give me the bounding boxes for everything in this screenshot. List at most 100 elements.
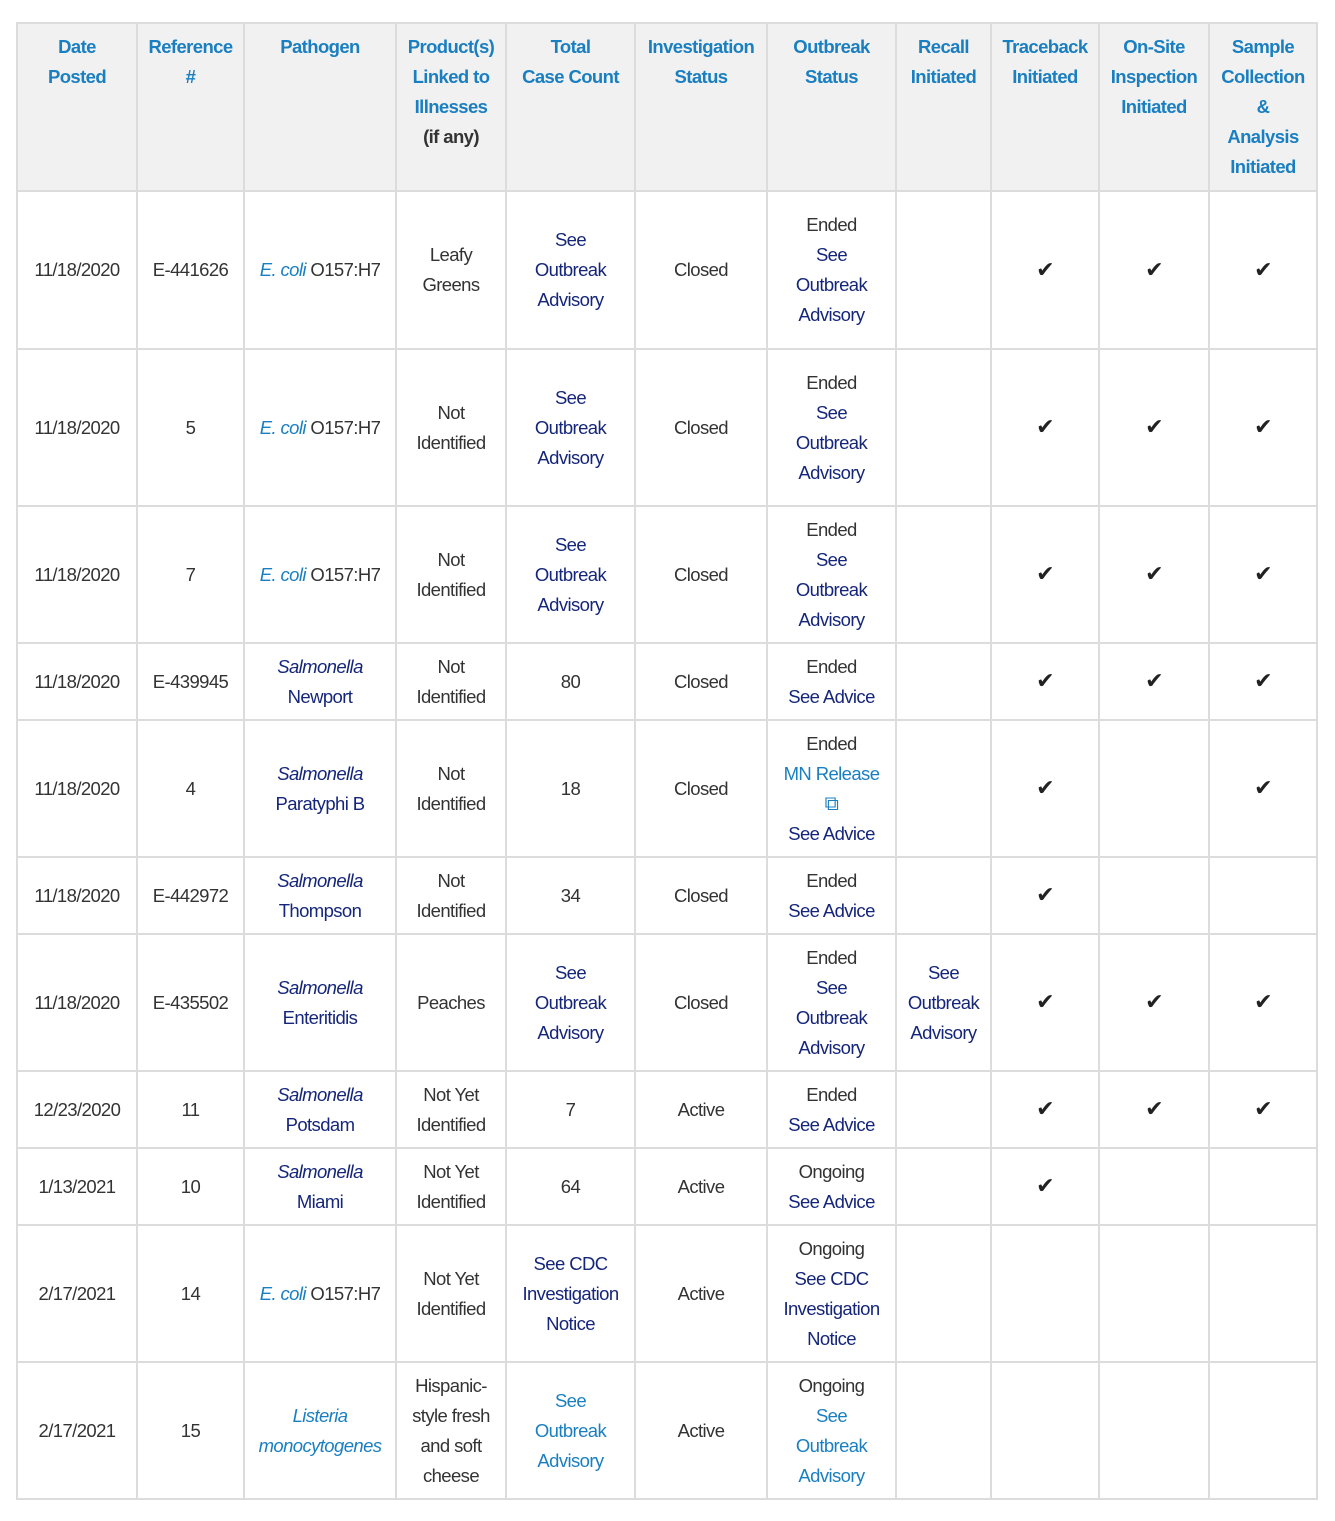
link[interactable]: Advisory: [537, 446, 604, 468]
link[interactable]: Thompson: [278, 899, 362, 921]
cell-line: Newport: [247, 682, 393, 712]
check-mark-icon: ✔: [1254, 775, 1272, 800]
column-header-recall[interactable]: Recall Initiated: [895, 22, 992, 192]
cell-line: ✔: [1212, 666, 1314, 697]
link[interactable]: Potsdam: [285, 1113, 355, 1135]
cell-line: E-439945: [140, 667, 241, 697]
link[interactable]: monocytogenes: [258, 1434, 382, 1456]
cell-traceback: [990, 1361, 1100, 1500]
column-header-case-count[interactable]: Total Case Count: [505, 22, 636, 192]
link[interactable]: See: [815, 548, 848, 570]
link[interactable]: Outbreak: [534, 991, 607, 1013]
link[interactable]: Advisory: [537, 1449, 604, 1471]
column-header-on-site-inspection[interactable]: On-Site Inspection Initiated: [1098, 22, 1210, 192]
link[interactable]: See Advice: [788, 822, 875, 844]
column-header-date-posted[interactable]: Date Posted: [16, 22, 138, 192]
cell-text: Closed: [674, 670, 729, 692]
table-row: 11/18/2020 E-441626 E. coli O157:H7 Leafy Gr…: [16, 190, 1318, 350]
link[interactable]: See: [815, 1404, 848, 1426]
cell-line: Potsdam: [247, 1110, 393, 1140]
cell-text: style fresh: [412, 1404, 490, 1426]
link[interactable]: Newport: [287, 685, 353, 707]
link[interactable]: Paratyphi B: [275, 792, 365, 814]
cell-line: Investigation: [509, 1279, 632, 1309]
cell-recall: [895, 1361, 992, 1500]
link[interactable]: Outbreak: [534, 1419, 607, 1441]
cell-reference: 14: [136, 1224, 245, 1363]
cell-line: Ongoing: [770, 1157, 893, 1187]
link[interactable]: Salmonella: [277, 976, 363, 998]
link[interactable]: See Advice: [788, 1113, 875, 1135]
cell-text: E-442972: [152, 884, 229, 906]
link[interactable]: Outbreak: [534, 416, 607, 438]
column-header-reference[interactable]: Reference #: [136, 22, 245, 192]
link[interactable]: Miami: [296, 1190, 344, 1212]
link[interactable]: Advisory: [537, 593, 604, 615]
link[interactable]: Outbreak: [534, 259, 607, 280]
link[interactable]: Advisory: [798, 1036, 865, 1058]
link[interactable]: E. coli: [259, 259, 307, 280]
link[interactable]: Outbreak: [795, 1006, 868, 1028]
link[interactable]: Salmonella: [277, 1160, 363, 1182]
link[interactable]: Outbreak: [795, 274, 868, 295]
link[interactable]: Investigation: [783, 1297, 880, 1319]
link[interactable]: MN Release: [783, 762, 880, 784]
link[interactable]: E. coli: [259, 563, 307, 585]
check-mark-icon: ✔: [1254, 668, 1272, 693]
link[interactable]: See: [554, 533, 587, 555]
link[interactable]: Outbreak: [534, 563, 607, 585]
cell-line: Case Count: [509, 62, 632, 92]
link[interactable]: Enteritidis: [282, 1006, 358, 1028]
link[interactable]: See: [815, 244, 848, 265]
cell-recall: [895, 1070, 992, 1149]
column-header-pathogen[interactable]: Pathogen: [243, 22, 397, 192]
link[interactable]: Notice: [807, 1327, 856, 1349]
link[interactable]: See Advice: [788, 899, 875, 921]
header-label: On-Site: [1123, 36, 1185, 57]
link[interactable]: See: [554, 961, 587, 983]
link[interactable]: See Advice: [788, 1190, 875, 1212]
link[interactable]: See: [554, 386, 587, 408]
link[interactable]: See: [554, 229, 587, 250]
link[interactable]: Outbreak: [795, 1434, 868, 1456]
link[interactable]: Notice: [546, 1312, 595, 1334]
link[interactable]: Listeria: [292, 1404, 348, 1426]
link[interactable]: Salmonella: [277, 762, 363, 784]
link[interactable]: Advisory: [910, 1021, 977, 1043]
link[interactable]: Outbreak: [907, 991, 980, 1013]
link[interactable]: See Advice: [788, 685, 875, 707]
link[interactable]: Salmonella: [277, 1083, 363, 1105]
link[interactable]: Outbreak: [795, 431, 868, 453]
link[interactable]: E. coli: [259, 1282, 307, 1304]
link[interactable]: See: [927, 961, 960, 983]
link[interactable]: Outbreak: [795, 578, 868, 600]
link[interactable]: Investigation: [522, 1282, 619, 1304]
link[interactable]: Advisory: [798, 304, 865, 325]
cell-text: cheese: [422, 1464, 480, 1486]
link[interactable]: Advisory: [537, 289, 604, 310]
link[interactable]: See: [815, 976, 848, 998]
column-header-products[interactable]: Product(s) Linked to Illnesses (if any): [395, 22, 507, 192]
link[interactable]: Salmonella: [277, 869, 363, 891]
link[interactable]: Advisory: [798, 461, 865, 483]
check-mark-icon: ✔: [1145, 561, 1163, 586]
column-header-investigation-status[interactable]: Investigation Status: [634, 22, 768, 192]
cell-text: Not Yet: [423, 1160, 479, 1182]
column-header-sample-collection[interactable]: Sample Collection & Analysis Initiated: [1208, 22, 1318, 192]
external-link-icon[interactable]: ⧉: [824, 792, 839, 815]
link[interactable]: Advisory: [798, 608, 865, 630]
link[interactable]: See: [815, 401, 848, 423]
link[interactable]: See CDC: [794, 1267, 870, 1289]
link[interactable]: See: [554, 1389, 587, 1411]
link[interactable]: Advisory: [798, 1464, 865, 1486]
cell-text: 14: [180, 1282, 201, 1304]
cell-line: ✔: [1212, 559, 1314, 590]
column-header-outbreak-status[interactable]: Outbreak Status: [766, 22, 897, 192]
column-header-traceback[interactable]: Traceback Initiated: [990, 22, 1100, 192]
link[interactable]: E. coli: [259, 416, 307, 438]
link[interactable]: Advisory: [537, 1021, 604, 1043]
cell-investigation-status: Active: [634, 1361, 768, 1500]
link[interactable]: See CDC: [533, 1252, 609, 1274]
link[interactable]: Salmonella: [277, 655, 363, 677]
cell-recall: [895, 719, 992, 858]
